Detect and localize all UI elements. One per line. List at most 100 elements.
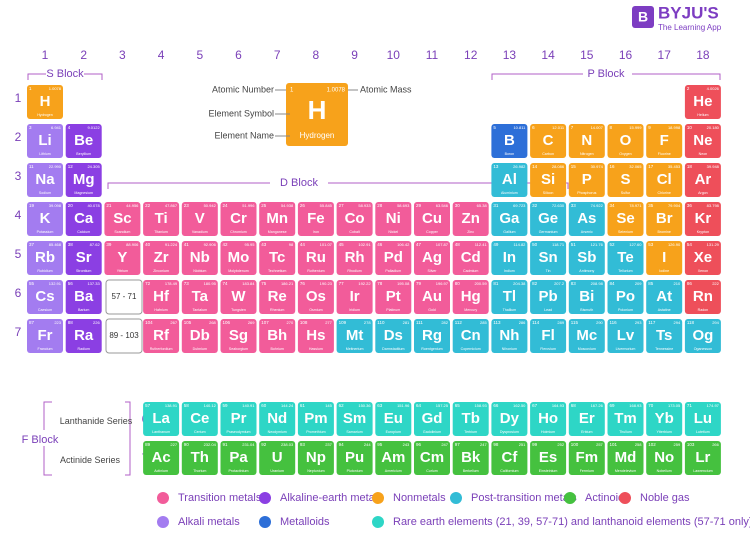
- element-symbol: Ag: [422, 249, 442, 266]
- element-symbol: Rn: [693, 288, 713, 305]
- element-box: [65, 163, 102, 197]
- atomic-number: 47: [416, 242, 422, 247]
- element-box: [568, 402, 605, 436]
- atomic-mass: 101.07: [320, 242, 333, 247]
- atomic-number: 82: [532, 281, 538, 286]
- element-symbol: Pb: [539, 288, 558, 305]
- group-number: 7: [274, 48, 281, 62]
- element-symbol: Ge: [538, 210, 558, 227]
- legend-swatch: [372, 492, 384, 504]
- atomic-mass: 51.996: [242, 203, 255, 208]
- atomic-number: 54: [687, 242, 693, 247]
- element-box: [143, 280, 180, 314]
- element-name: Thulium: [619, 430, 632, 434]
- element-box: [646, 241, 683, 275]
- element-symbol: In: [503, 249, 516, 266]
- atomic-mass: 232.04: [204, 442, 217, 447]
- atomic-mass: 282: [441, 320, 448, 325]
- s-block-bracket: [27, 73, 103, 80]
- key-leaders: [275, 89, 358, 137]
- element-symbol: Ce: [190, 410, 209, 427]
- element-cell: 58 140.12 Ce Cerium: [181, 402, 218, 436]
- element-symbol: Pt: [386, 288, 401, 305]
- atomic-number: 57: [145, 403, 151, 408]
- element-box: [259, 241, 296, 275]
- element-cell: 79 196.97 Au Gold: [414, 280, 450, 314]
- element-name: Boron: [505, 152, 515, 156]
- element-cell: 11 22.990 Na Sodium: [27, 163, 63, 197]
- element-box: [684, 402, 721, 436]
- element-name: Roentgenium: [421, 347, 442, 351]
- element-cell: 81 204.38 Tl Thallium: [491, 280, 528, 314]
- atomic-number: 70: [648, 403, 654, 408]
- element-symbol: Ne: [693, 132, 712, 149]
- element-symbol: Lv: [617, 327, 635, 344]
- atomic-number: 36: [687, 203, 693, 208]
- element-box: [530, 241, 567, 275]
- atomic-number: 21: [106, 203, 112, 208]
- atomic-number: 95: [377, 442, 383, 447]
- element-box: [65, 124, 102, 158]
- element-symbol: Db: [190, 327, 210, 344]
- atomic-mass: 32.065: [629, 164, 642, 169]
- element-cell: 36 83.798 Kr Krypton: [684, 202, 721, 236]
- atomic-number: 67: [532, 403, 538, 408]
- element-symbol: Tm: [614, 410, 637, 427]
- element-box: [143, 441, 180, 475]
- group-number: 2: [80, 48, 87, 62]
- element-cell: 27 58.933 Co Cobalt: [336, 202, 373, 236]
- element-box: [684, 202, 721, 236]
- atomic-number: 12: [68, 164, 74, 169]
- atomic-number: 64: [416, 403, 422, 408]
- atomic-mass: 183.84: [242, 281, 255, 286]
- atomic-number: 76: [300, 281, 306, 286]
- atomic-mass: 186.21: [281, 281, 294, 286]
- element-name: Vanadium: [192, 230, 208, 234]
- atomic-mass: 35.453: [668, 164, 681, 169]
- element-name: Caesium: [38, 308, 52, 312]
- element-symbol: Br: [656, 210, 673, 227]
- element-symbol: Cd: [461, 249, 481, 266]
- atomic-mass: 20.180: [707, 125, 720, 130]
- element-symbol: Er: [579, 410, 595, 427]
- atomic-number: 114: [532, 320, 540, 325]
- element-name: Dysprosium: [500, 430, 519, 434]
- atomic-mass: 266: [712, 442, 719, 447]
- element-box: [530, 202, 567, 236]
- element-name: Yttrium: [117, 269, 128, 273]
- element-cell: 18 39.948 Ar Argon: [684, 163, 721, 197]
- element-cell: 33 74.922 As Arsenic: [568, 202, 605, 236]
- atomic-number: 98: [493, 442, 499, 447]
- atomic-mass: 238.03: [281, 442, 294, 447]
- element-cell: 105 268 Db Dubnium: [181, 319, 218, 353]
- element-box: [607, 241, 644, 275]
- element-name: Mercury: [464, 308, 477, 312]
- element-cell: 31 69.723 Ga Gallium: [491, 202, 528, 236]
- element-symbol: Re: [268, 288, 287, 305]
- element-box: [684, 319, 721, 353]
- element-box: [220, 441, 257, 475]
- element-symbol: Ni: [386, 210, 401, 227]
- element-symbol: Mg: [73, 171, 95, 188]
- atomic-mass: 267: [170, 320, 177, 325]
- element-box: [375, 441, 412, 475]
- element-box: [297, 280, 334, 314]
- atomic-number: 35: [648, 203, 654, 208]
- atomic-number: 94: [339, 442, 345, 447]
- atomic-mass: 65.38: [477, 203, 488, 208]
- atomic-number: 50: [532, 242, 538, 247]
- atomic-mass: 204.38: [513, 281, 526, 286]
- element-box: [27, 124, 63, 158]
- element-name: Protactinium: [229, 469, 249, 473]
- group-number: 3: [119, 48, 126, 62]
- element-symbol: Eu: [384, 410, 403, 427]
- atomic-mass: 138.91: [165, 403, 178, 408]
- atomic-number: 90: [184, 442, 190, 447]
- atomic-number: 8: [610, 125, 613, 130]
- element-box: [452, 441, 489, 475]
- element-symbol: Na: [35, 171, 55, 188]
- group-number: 1: [42, 48, 49, 62]
- element-symbol: Pu: [345, 449, 364, 466]
- atomic-mass: 210: [674, 281, 681, 286]
